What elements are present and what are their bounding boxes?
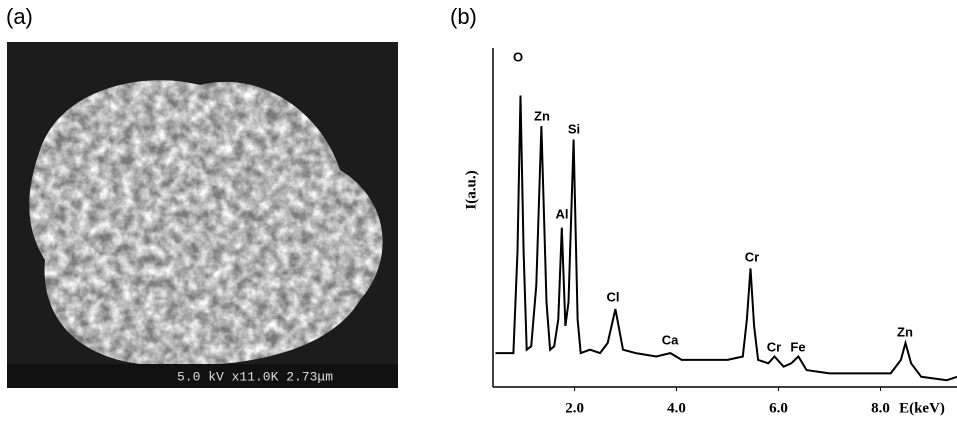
peak-label: Si <box>568 121 580 136</box>
x-tick-label: 8.0 <box>871 400 890 416</box>
page: (a) (b) 5.0 kV x11.0K 2.73μm 2.0 4.0 6.0 8.… <box>0 0 957 432</box>
x-tick-label: 2.0 <box>565 400 584 416</box>
y-axis-label: I(a.u.) <box>463 170 479 209</box>
sem-image: 5.0 kV x11.0K 2.73μm <box>7 42 398 388</box>
peak-label: O <box>513 49 523 64</box>
figure: (a) (b) 5.0 kV x11.0K 2.73μm 2.0 4.0 6.0 8.… <box>0 0 957 432</box>
panel-label: (b) <box>450 4 477 29</box>
spectrum-chart: 2.0 4.0 6.0 8.0 E(keV) I(a.u.) O Zn Al Si Cl Ca Cr Cr… <box>463 48 957 416</box>
peak-label: Fe <box>790 339 805 354</box>
peak-label: Al <box>556 206 569 221</box>
peak-label: Zn <box>897 324 913 339</box>
peak-label: Cl <box>607 289 620 304</box>
peak-label: Ca <box>662 332 679 347</box>
peak-label: Zn <box>534 108 550 123</box>
peak-label: Cr <box>767 339 781 354</box>
sem-caption: 5.0 kV x11.0K 2.73μm <box>177 369 333 384</box>
x-axis-label: E(keV) <box>899 400 945 416</box>
x-tick-label: 6.0 <box>769 400 788 416</box>
peak-label: Cr <box>745 249 759 264</box>
spectrum-line <box>496 96 957 381</box>
panel-label: (a) <box>6 4 33 29</box>
x-tick-label: 4.0 <box>667 400 686 416</box>
